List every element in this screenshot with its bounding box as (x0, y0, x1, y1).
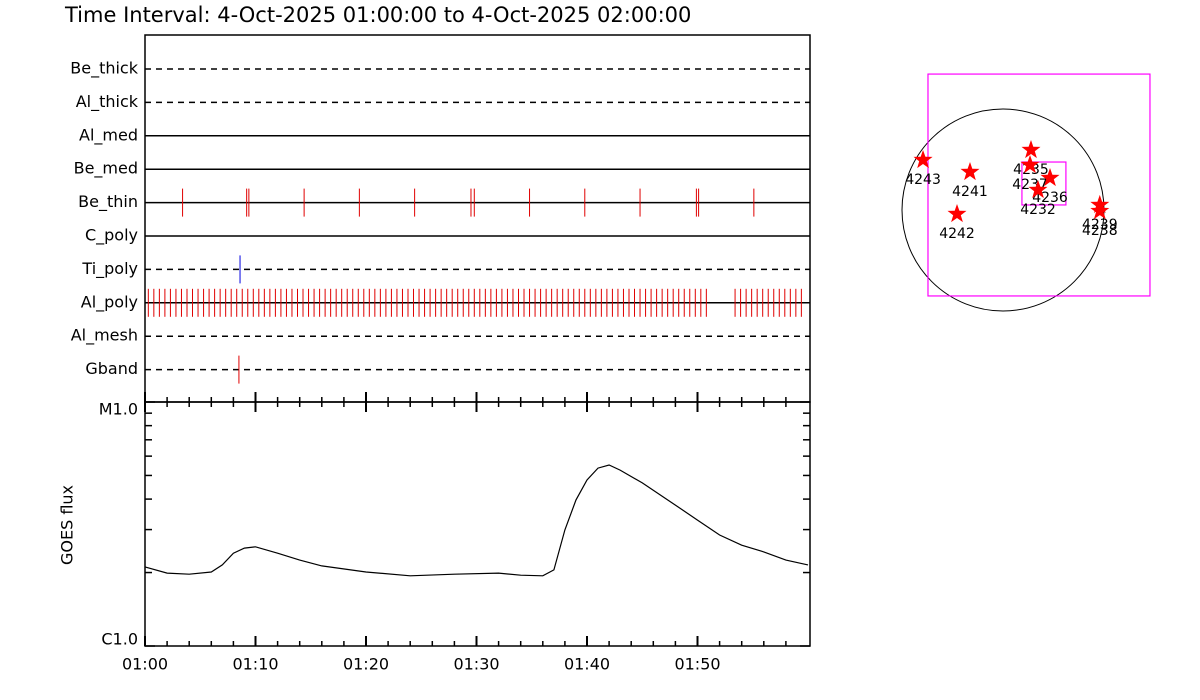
x-tick-label: 01:50 (674, 655, 720, 674)
field-of-view (927, 73, 1151, 297)
row-label: Ti_poly (81, 259, 138, 279)
active-region-star (913, 150, 933, 169)
y-tick-label: M1.0 (99, 400, 138, 419)
row-label: Al_mesh (71, 326, 138, 346)
x-tick-label: 01:40 (564, 655, 610, 674)
row-label: Be_thin (78, 192, 138, 212)
x-tick-label: 01:00 (122, 655, 168, 674)
active-region-label: 4239 (1082, 217, 1118, 233)
x-tick-label: 01:30 (453, 655, 499, 674)
row-label: Al_med (79, 125, 138, 145)
active-region-star (1028, 180, 1048, 199)
active-region-label: 4242 (939, 226, 975, 242)
row-label: Al_poly (81, 292, 138, 312)
row-label: Be_thick (70, 59, 138, 79)
active-region-label: 4241 (952, 184, 988, 200)
active-region-star (1021, 140, 1041, 159)
flux-curve (144, 464, 809, 577)
row-label: C_poly (85, 226, 138, 246)
row-label: Al_thick (76, 92, 139, 112)
row-label: Be_med (74, 159, 138, 179)
y-axis-label: GOES flux (58, 485, 77, 565)
active-region-label: 4232 (1020, 202, 1056, 218)
active-region-label: 4235 (1013, 162, 1049, 178)
active-region-star (1040, 168, 1060, 187)
field-of-view (1021, 161, 1067, 206)
row-label: Gband (85, 359, 138, 378)
y-tick-label: C1.0 (101, 630, 138, 649)
active-region-label: 4238 (1082, 223, 1118, 239)
active-region-star (1020, 155, 1040, 174)
active-region-star (947, 204, 967, 223)
x-tick-label: 01:20 (343, 655, 389, 674)
chart-title: Time Interval: 4-Oct-2025 01:00:00 to 4-… (64, 3, 691, 27)
active-region-label: 4243 (905, 172, 941, 188)
active-region-star (960, 162, 980, 181)
x-tick-label: 01:10 (232, 655, 278, 674)
active-region-star (1090, 201, 1110, 220)
